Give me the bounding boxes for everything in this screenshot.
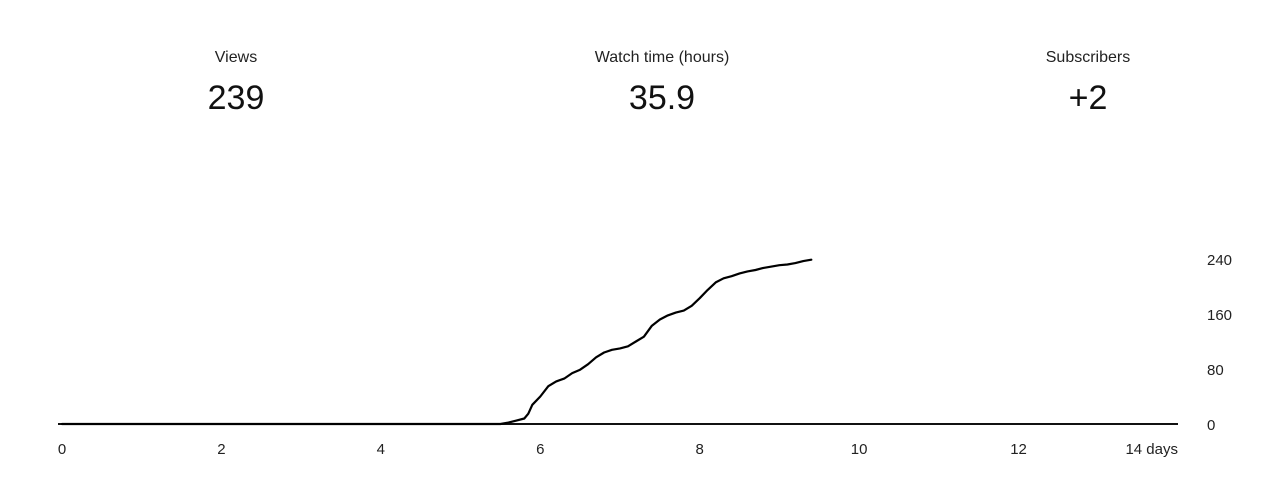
x-tick-label: 8	[696, 441, 704, 458]
metric-subscribers-label: Subscribers	[1045, 49, 1131, 66]
metric-views-value: 239	[207, 79, 265, 117]
metric-views-label: Views	[214, 49, 258, 66]
metric-watch-time-label: Watch time (hours)	[594, 49, 730, 66]
series-line	[60, 258, 813, 426]
metric-watch-time[interactable]: Watch time (hours) 35.9	[552, 46, 772, 120]
x-tick-label: 10	[851, 441, 868, 458]
y-tick-label: 160	[1207, 307, 1232, 324]
metric-subscribers-value: +2	[1068, 79, 1108, 117]
x-tick-label: 14 days	[1125, 441, 1178, 458]
x-tick-label: 0	[58, 441, 66, 458]
x-tick-label: 4	[377, 441, 385, 458]
y-tick-label: 0	[1207, 417, 1215, 434]
x-tick-label: 2	[217, 441, 225, 458]
metric-views[interactable]: Views 239	[126, 46, 346, 120]
x-tick-label: 12	[1010, 441, 1027, 458]
metric-watch-time-value: 35.9	[628, 79, 696, 117]
metric-subscribers[interactable]: Subscribers +2	[978, 46, 1198, 120]
x-tick-label: 6	[536, 441, 544, 458]
y-tick-label: 80	[1207, 362, 1224, 379]
y-tick-label: 240	[1207, 252, 1232, 269]
